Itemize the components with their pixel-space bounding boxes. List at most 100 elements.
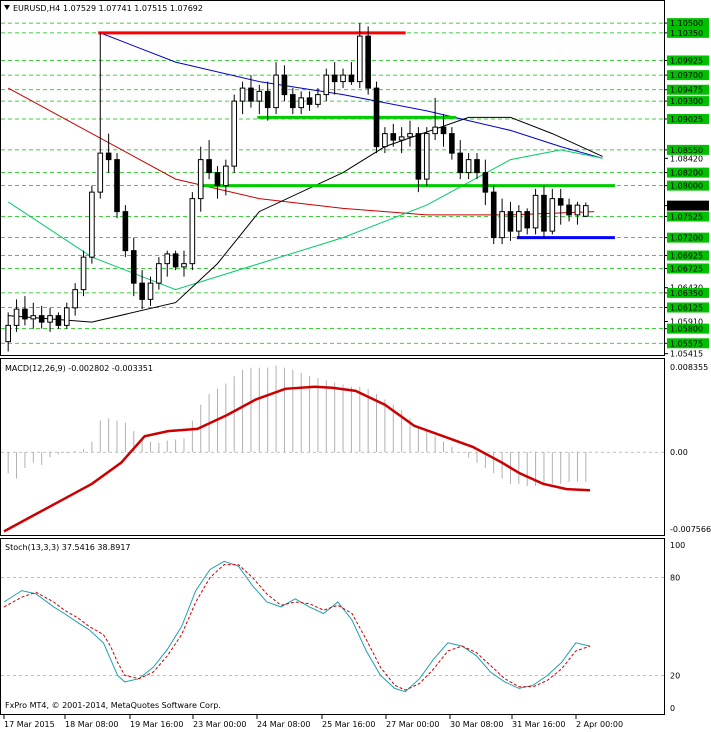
stoch-tick-label: 20: [670, 671, 680, 680]
bull-candle-body: [465, 159, 472, 174]
price-label-bg: [667, 302, 709, 313]
price-tick-label: 1.07200: [670, 234, 703, 243]
price-label-bg: [667, 287, 709, 298]
stoch-panel[interactable]: [0, 538, 665, 715]
bull-candle-body: [583, 205, 589, 217]
candle: [373, 81, 380, 154]
price-label-bg: [667, 338, 709, 349]
bull-candle-body: [156, 263, 162, 284]
candle: [440, 114, 447, 147]
chart-toggle-icon[interactable]: [4, 5, 10, 10]
bear-candle-body: [365, 35, 371, 89]
candle: [223, 159, 229, 196]
bull-candle-body: [340, 74, 346, 83]
bull-candle-body: [423, 133, 430, 180]
candle: [22, 296, 28, 326]
candle: [189, 192, 196, 271]
candle: [306, 91, 313, 111]
price-tick-label: 1.09700: [670, 71, 703, 80]
bull-candle-body: [181, 263, 187, 268]
bull-candle-body: [197, 159, 204, 200]
candle: [532, 188, 539, 235]
bull-candle-body: [5, 324, 11, 343]
candle: [574, 201, 581, 225]
candle: [432, 97, 438, 141]
price-label-bg: [667, 250, 709, 261]
bear-candle-body: [290, 94, 296, 109]
price-label-bg: [667, 263, 709, 274]
candle: [239, 81, 246, 115]
bear-candle-body: [331, 74, 338, 83]
bull-candle-body: [63, 307, 70, 326]
price-tick-label: 1.06350: [670, 289, 703, 298]
candle: [315, 88, 321, 108]
bear-candle-body: [490, 191, 497, 239]
candle: [55, 312, 62, 329]
horizontal-levels[interactable]: [98, 31, 615, 240]
candle: [206, 140, 212, 180]
stoch-label: Stoch(13,3,3) 37.5416 38.8917: [5, 543, 131, 552]
macd-tick-label: -0.007566: [670, 525, 711, 534]
bear-candle-body: [541, 194, 547, 232]
time-tick-label: 18 Mar 08:00: [65, 720, 118, 729]
candle: [407, 120, 413, 147]
bull-candle-body: [231, 100, 238, 167]
bull-candle-body: [147, 282, 154, 300]
bear-candle-body: [390, 133, 397, 141]
price-tick-label: 1.05800: [670, 325, 703, 334]
candle: [340, 68, 346, 89]
macd-tick-label: 0.008355: [670, 363, 708, 372]
stoch-axis: 100 80 20 0: [670, 541, 685, 713]
price-label-bg: [667, 18, 709, 29]
candle: [524, 208, 531, 235]
price-label-bg: [667, 27, 709, 38]
candle: [156, 257, 162, 290]
candle: [147, 276, 154, 306]
candle: [89, 185, 95, 264]
bear-candle-body: [105, 152, 112, 161]
bull-candle-body: [315, 94, 321, 105]
price-tick-label: 1.08000: [670, 182, 703, 191]
time-tick-label: 2 Apr 00:00: [576, 720, 623, 729]
bear-candle-body: [457, 152, 464, 174]
candle: [273, 62, 279, 115]
time-tick-label: 19 Mar 16:00: [130, 720, 183, 729]
candle: [197, 146, 204, 212]
price-tick-label: 1.10500: [670, 19, 703, 28]
candle: [583, 202, 589, 218]
candle: [47, 307, 53, 332]
time-tick-label: 23 Mar 00:00: [193, 720, 246, 729]
time-tick-label: 30 Mar 08:00: [450, 720, 503, 729]
macd-signal-line: [3, 385, 591, 533]
bear-candle-body: [264, 90, 271, 109]
candle: [516, 205, 522, 238]
bear-candle-body: [139, 282, 145, 300]
stoch-tick-label: 100: [670, 541, 685, 550]
candle: [105, 133, 112, 173]
time-tick-label: 27 Mar 00:00: [386, 720, 439, 729]
candle: [122, 205, 129, 258]
red-moving-average: [7, 87, 595, 216]
candle: [356, 23, 363, 89]
bear-candle-body: [482, 172, 489, 193]
candle: [13, 299, 20, 332]
price-label-bg: [667, 232, 709, 243]
macd-axis: 0.008355 0.00 -0.007566: [670, 363, 711, 534]
price-label-bg: [667, 167, 709, 178]
bear-candle-body: [507, 211, 514, 232]
candle: [490, 185, 497, 245]
candle: [566, 198, 572, 222]
bull-candle-body: [89, 191, 95, 258]
candle: [281, 65, 288, 102]
candle: [248, 75, 254, 108]
price-tick-label: 1.05910: [670, 317, 703, 326]
candle: [164, 250, 171, 277]
candle: [214, 166, 221, 199]
bear-candle-body: [415, 133, 422, 180]
candle: [97, 32, 104, 199]
bull-candle-body: [549, 198, 556, 232]
bear-candle-body: [449, 133, 455, 154]
price-tick-label: 1.05575: [670, 339, 703, 348]
candle: [80, 250, 87, 297]
